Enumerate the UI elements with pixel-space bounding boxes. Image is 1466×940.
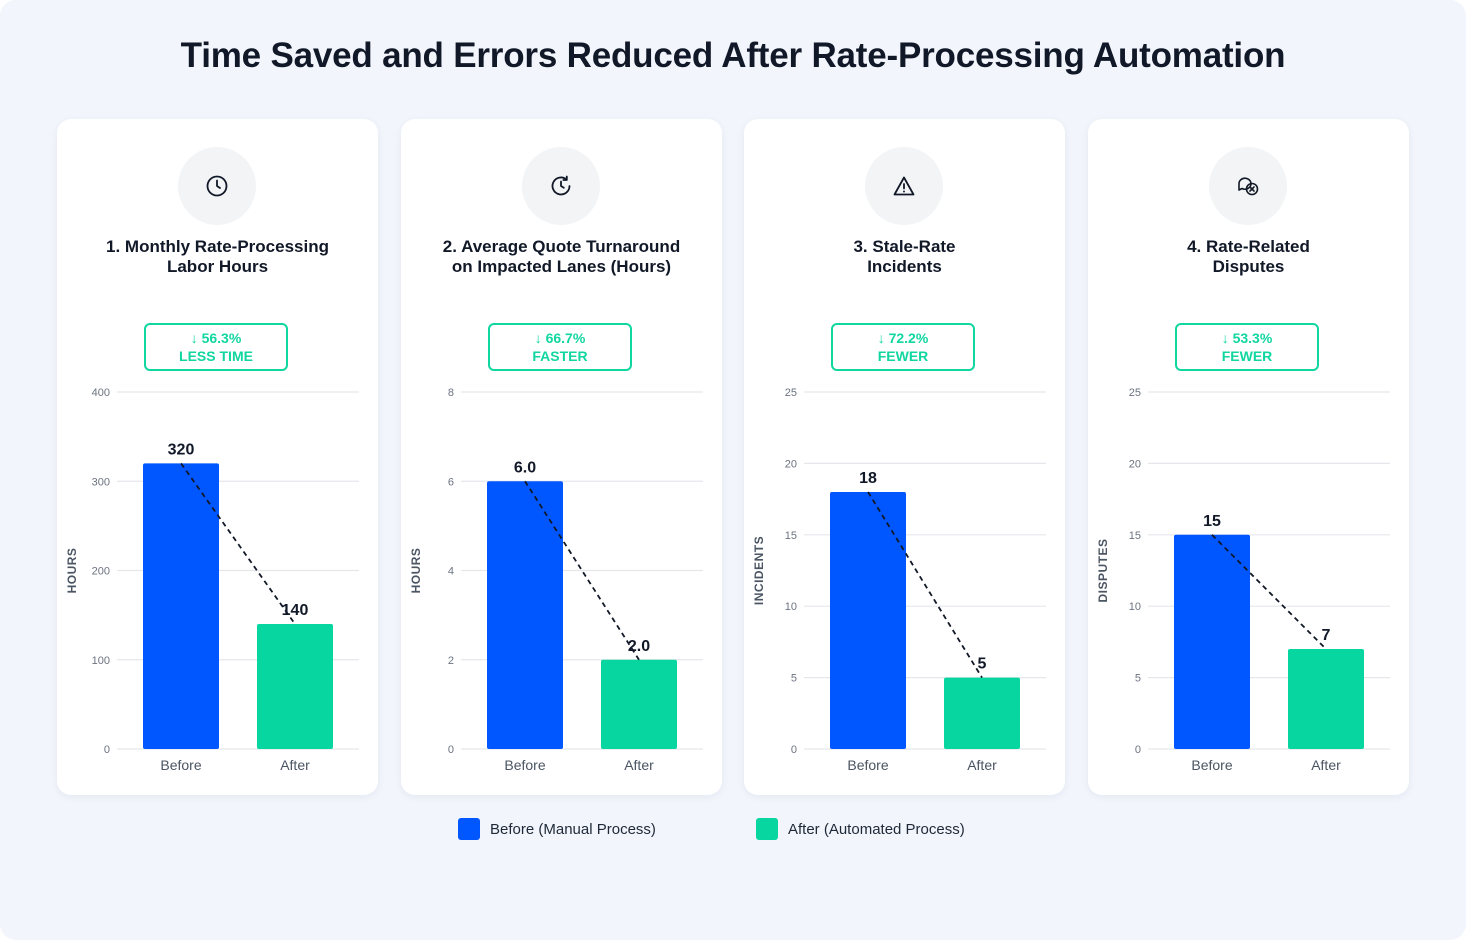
metric-card-labor-hours: 1. Monthly Rate-Processing Labor Hours ↓…: [57, 119, 378, 795]
y-tick-label: 20: [785, 458, 797, 470]
chat-bubbles-icon: [1209, 147, 1287, 225]
metric-card-disputes: 4. Rate-Related Disputes ↓ 53.3% FEWER 0…: [1088, 119, 1409, 795]
trend-line: [867, 491, 983, 679]
data-label: 140: [282, 602, 309, 619]
card-title-line: Disputes: [1212, 257, 1285, 276]
badge-caption: FASTER: [532, 348, 588, 364]
metric-card-quote-turnaround: 2. Average Quote Turnaround on Impacted …: [401, 119, 722, 795]
page-title: Time Saved and Errors Reduced After Rate…: [180, 36, 1286, 75]
bar-chart: 0 5 10 15 20 25 DISPUTES Before After 15 7: [1096, 387, 1390, 773]
bar-after: [1288, 649, 1364, 749]
clock-icon: [178, 147, 256, 225]
card-title-line: Labor Hours: [166, 257, 269, 276]
x-tick-label: Before: [1191, 757, 1232, 773]
badge-caption: LESS TIME: [179, 348, 253, 364]
y-tick-label: 15: [785, 530, 797, 542]
y-tick-label: 25: [1129, 387, 1141, 399]
card-title: 4. Rate-Related Disputes: [1108, 237, 1389, 277]
warning-triangle-icon: [865, 147, 943, 225]
bar-before: [143, 463, 219, 749]
card-title-line: Incidents: [867, 257, 942, 276]
card-title: 2. Average Quote Turnaround on Impacted …: [421, 237, 702, 277]
card-title: 1. Monthly Rate-Processing Labor Hours: [77, 237, 358, 277]
legend-item-after: After (Automated Process): [756, 817, 965, 841]
bar-before: [830, 491, 906, 749]
y-tick-label: 10: [1129, 601, 1141, 613]
y-tick-label: 25: [785, 387, 797, 399]
y-tick-label: 8: [448, 387, 454, 399]
card-title-line: 1. Monthly Rate-Processing: [106, 237, 329, 256]
badge-percent: ↓ 72.2%: [877, 330, 929, 346]
x-tick-label: After: [280, 757, 310, 773]
data-label: 6.0: [514, 459, 536, 476]
y-tick-label: 0: [1135, 744, 1141, 756]
data-label: 18: [859, 470, 877, 487]
badge-caption: FEWER: [877, 348, 929, 364]
card-title-line: 2. Average Quote Turnaround: [442, 237, 681, 256]
bar-chart: 0 2 4 6 8 HOURS Before After 6.0 2.0: [409, 387, 703, 773]
card-title-line: 4. Rate-Related: [1187, 237, 1310, 256]
legend-swatch-before: [458, 818, 480, 840]
data-label: 5: [978, 656, 987, 673]
y-axis-label: INCIDENTS: [752, 536, 766, 605]
x-tick-label: Before: [160, 757, 201, 773]
legend-item-before: Before (Manual Process): [458, 817, 656, 841]
legend-label-before: Before (Manual Process): [490, 820, 656, 838]
y-axis-label: HOURS: [65, 548, 79, 594]
bar-after: [257, 624, 333, 749]
data-label: 7: [1322, 627, 1331, 644]
card-title-line: on Impacted Lanes (Hours): [451, 257, 672, 276]
change-badge: ↓ 56.3% LESS TIME: [144, 323, 288, 371]
badge-caption: FEWER: [1221, 348, 1273, 364]
card-title: 3. Stale-Rate Incidents: [764, 237, 1045, 277]
bar-after: [944, 677, 1020, 749]
change-badge: ↓ 53.3% FEWER: [1175, 323, 1319, 371]
x-tick-label: Before: [504, 757, 545, 773]
change-badge: ↓ 72.2% FEWER: [831, 323, 975, 371]
y-tick-label: 10: [785, 601, 797, 613]
legend-swatch-after: [756, 818, 778, 840]
y-axis-label: HOURS: [409, 548, 423, 594]
badge-percent: ↓ 56.3%: [190, 330, 242, 346]
bar-chart: 0 100 200 300 400 HOURS Before After 320 140: [65, 387, 359, 773]
y-tick-label: 0: [104, 744, 110, 756]
badge-percent: ↓ 66.7%: [534, 330, 586, 346]
data-label: 2.0: [628, 638, 650, 655]
y-tick-label: 15: [1129, 530, 1141, 542]
x-tick-label: Before: [847, 757, 888, 773]
history-clock-icon: [522, 147, 600, 225]
x-tick-label: After: [967, 757, 997, 773]
bar-before: [1174, 534, 1250, 749]
y-axis-label: DISPUTES: [1096, 538, 1110, 602]
trend-line: [180, 462, 296, 625]
y-tick-label: 0: [448, 744, 454, 756]
bar-chart: 0 5 10 15 20 25 INCIDENTS Before After 18 5: [752, 387, 1046, 773]
bar-before: [487, 481, 563, 749]
y-tick-label: 200: [92, 566, 110, 578]
y-tick-label: 5: [791, 673, 797, 685]
bar-after: [601, 659, 677, 749]
x-tick-label: After: [624, 757, 654, 773]
x-tick-label: After: [1311, 757, 1341, 773]
y-tick-label: 0: [791, 744, 797, 756]
y-tick-label: 2: [448, 655, 454, 667]
metric-card-stale-rate: 3. Stale-Rate Incidents ↓ 72.2% FEWER 0 5…: [744, 119, 1065, 795]
y-tick-label: 400: [92, 387, 110, 399]
y-tick-label: 4: [448, 566, 454, 578]
y-tick-label: 20: [1129, 458, 1141, 470]
y-tick-label: 300: [92, 476, 110, 488]
change-badge: ↓ 66.7% FASTER: [488, 323, 632, 371]
legend-label-after: After (Automated Process): [788, 820, 965, 838]
y-tick-label: 5: [1135, 673, 1141, 685]
data-label: 320: [168, 441, 195, 458]
badge-percent: ↓ 53.3%: [1221, 330, 1273, 346]
y-tick-label: 6: [448, 476, 454, 488]
data-label: 15: [1203, 513, 1221, 530]
card-title-line: 3. Stale-Rate: [853, 237, 956, 256]
y-tick-label: 100: [92, 655, 110, 667]
